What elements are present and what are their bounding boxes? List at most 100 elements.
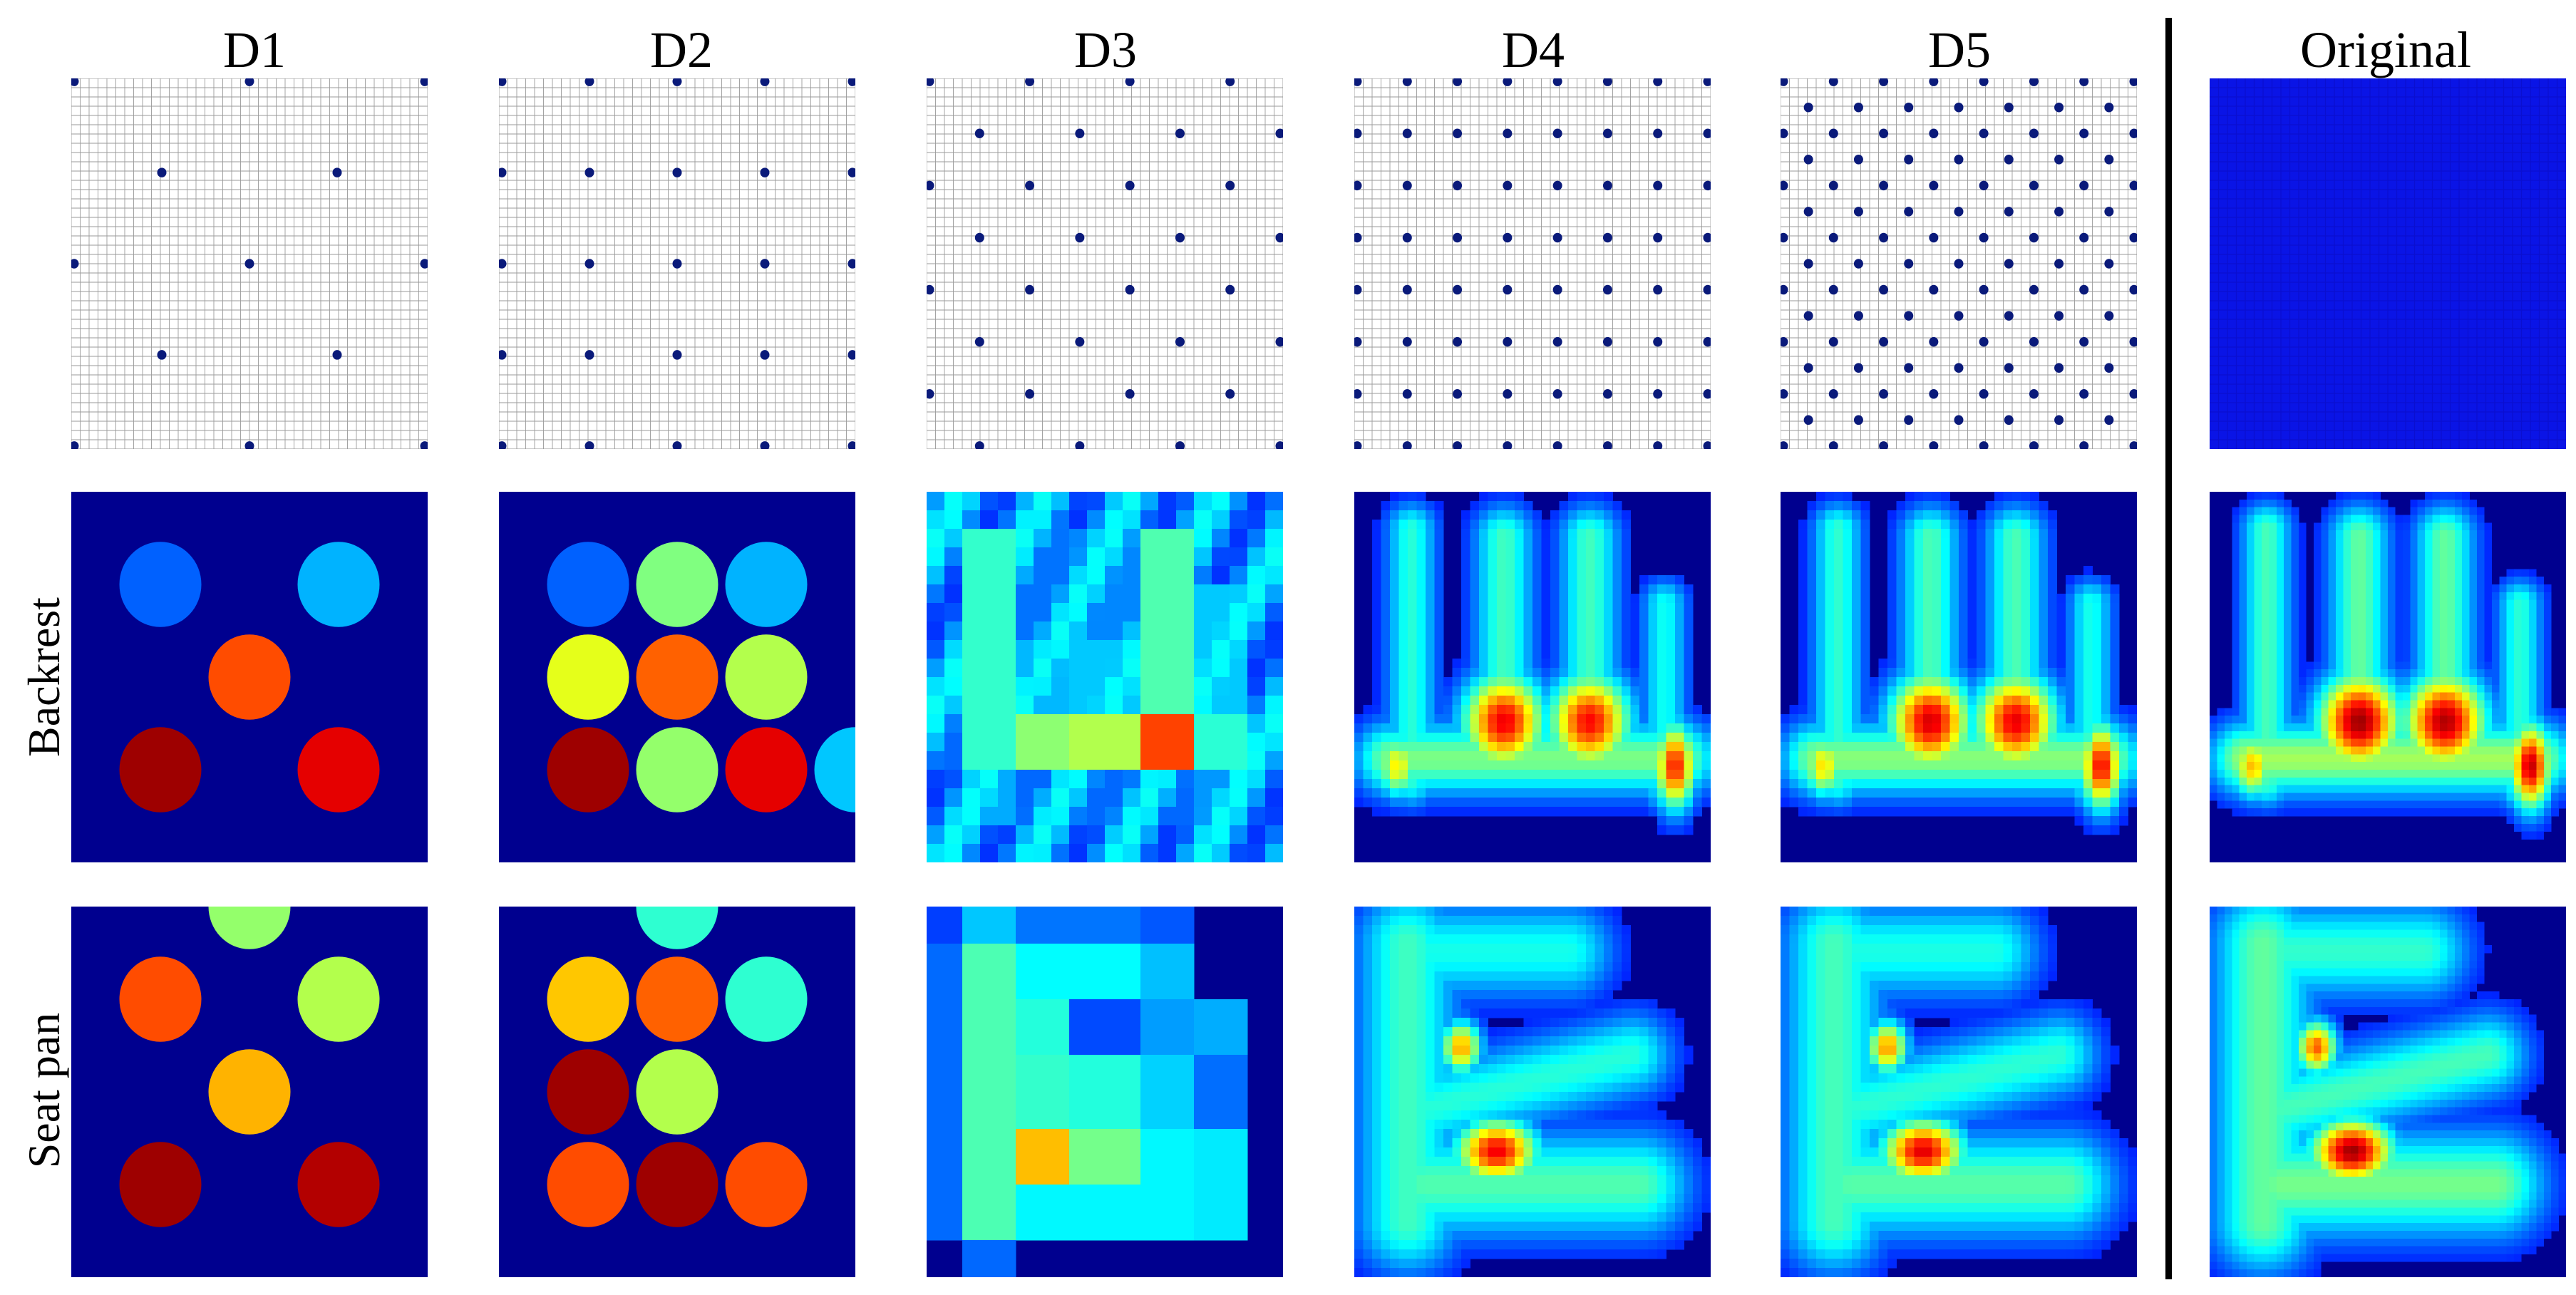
sensor-point <box>2129 441 2137 449</box>
sensor-point <box>2104 102 2114 113</box>
pressure-disc <box>636 907 718 949</box>
sensor-point <box>1125 78 1135 86</box>
sensor-point <box>1954 102 1964 113</box>
sensor-point <box>1552 336 1562 347</box>
seat-pan-map-d1 <box>71 907 428 1277</box>
sensor-point <box>1853 207 1863 217</box>
sensor-point <box>1954 155 1964 165</box>
sensor-point <box>2079 388 2089 399</box>
sensor-point <box>1025 180 1035 191</box>
sensor-point <box>1503 284 1513 295</box>
sensor-point <box>1402 441 1412 449</box>
sensor-point <box>2054 415 2064 425</box>
sensor-point <box>672 259 682 269</box>
sensor-point <box>2004 259 2014 269</box>
sensor-point <box>1803 155 1813 165</box>
sensor-point <box>1653 441 1663 449</box>
sensor-point <box>1803 415 1813 425</box>
sensor-point <box>1929 128 1939 139</box>
sensor-point <box>1175 128 1185 139</box>
sensor-point <box>1904 363 1914 373</box>
layout-panel-original <box>2210 78 2566 449</box>
sensor-grid <box>1354 78 1711 449</box>
sensor-point <box>1552 284 1562 295</box>
sensor-point <box>1354 78 1362 86</box>
sensor-point <box>974 336 984 347</box>
sensor-point <box>1453 336 1463 347</box>
sensor-point <box>1703 232 1711 243</box>
sensor-point <box>760 441 770 449</box>
sensor-point <box>2004 207 2014 217</box>
sensor-point <box>847 441 855 449</box>
sensor-point <box>1075 441 1085 449</box>
sensor-point <box>1602 388 1612 399</box>
sensor-point <box>499 350 507 360</box>
sensor-point <box>1828 441 1838 449</box>
sensor-point <box>1025 388 1035 399</box>
sensor-point <box>2129 232 2137 243</box>
sensor-point <box>1503 78 1513 86</box>
sensor-point <box>1879 232 1889 243</box>
layout-panel-d5 <box>1781 78 2137 449</box>
sensor-point <box>1954 363 1964 373</box>
backrest-map-original <box>2210 492 2566 862</box>
sensor-point <box>420 259 428 269</box>
sensor-point <box>1653 78 1663 86</box>
sensor-point <box>2129 128 2137 139</box>
sensor-point <box>2079 284 2089 295</box>
sensor-point <box>1803 259 1813 269</box>
row-label-backrest: Backrest <box>19 597 69 757</box>
sensor-point <box>2129 180 2137 191</box>
sensor-point <box>1402 284 1412 295</box>
pressure-disc <box>119 956 202 1042</box>
sensor-point <box>1354 284 1362 295</box>
sensor-point <box>1979 388 1989 399</box>
sensor-point <box>1552 388 1562 399</box>
sensor-point <box>1781 284 1788 295</box>
sensor-point <box>1879 388 1889 399</box>
sensor-point <box>1453 441 1463 449</box>
sensor-point <box>1979 78 1989 86</box>
sensor-point <box>1503 441 1513 449</box>
sensor-point <box>2029 284 2039 295</box>
sensor-point <box>1354 388 1362 399</box>
pressure-disc <box>636 542 718 627</box>
sensor-point <box>1954 207 1964 217</box>
sensor-point <box>2129 336 2137 347</box>
layout-panel-d3 <box>927 78 1283 449</box>
backrest-map-d2 <box>499 492 855 862</box>
sensor-point <box>2104 415 2114 425</box>
sensor-point <box>1904 102 1914 113</box>
pressure-disc <box>636 634 718 720</box>
sensor-point <box>2129 284 2137 295</box>
pressure-disc <box>297 1142 380 1227</box>
sensor-point <box>1354 232 1362 243</box>
sensor-point <box>2079 78 2089 86</box>
sensor-point <box>2104 259 2114 269</box>
sensor-point <box>1075 232 1085 243</box>
pressure-disc <box>547 727 629 812</box>
sensor-point <box>1781 180 1788 191</box>
sensor-point <box>1703 128 1711 139</box>
pressure-disc <box>119 727 202 812</box>
sensor-point <box>927 78 934 86</box>
pressure-disc <box>547 1049 629 1135</box>
sensor-point <box>1904 311 1914 321</box>
backrest-map-d1 <box>71 492 428 862</box>
sensor-point <box>1803 102 1813 113</box>
row-label-seat-pan: Seat pan <box>19 1012 69 1169</box>
sensor-point <box>1979 232 1989 243</box>
sensor-point <box>1453 78 1463 86</box>
seat-pan-map-d2 <box>499 907 855 1277</box>
sensor-point <box>1853 363 1863 373</box>
column-title-original: Original <box>2300 21 2471 78</box>
sensor-point <box>1453 128 1463 139</box>
sensor-point <box>1703 78 1711 86</box>
sensor-point <box>1402 388 1412 399</box>
backrest-map-d4 <box>1354 492 1711 862</box>
sensor-point <box>244 441 254 449</box>
backrest-map-d5 <box>1781 492 2137 862</box>
sensor-point <box>2029 388 2039 399</box>
sensor-point <box>1602 180 1612 191</box>
sensor-point <box>1853 155 1863 165</box>
